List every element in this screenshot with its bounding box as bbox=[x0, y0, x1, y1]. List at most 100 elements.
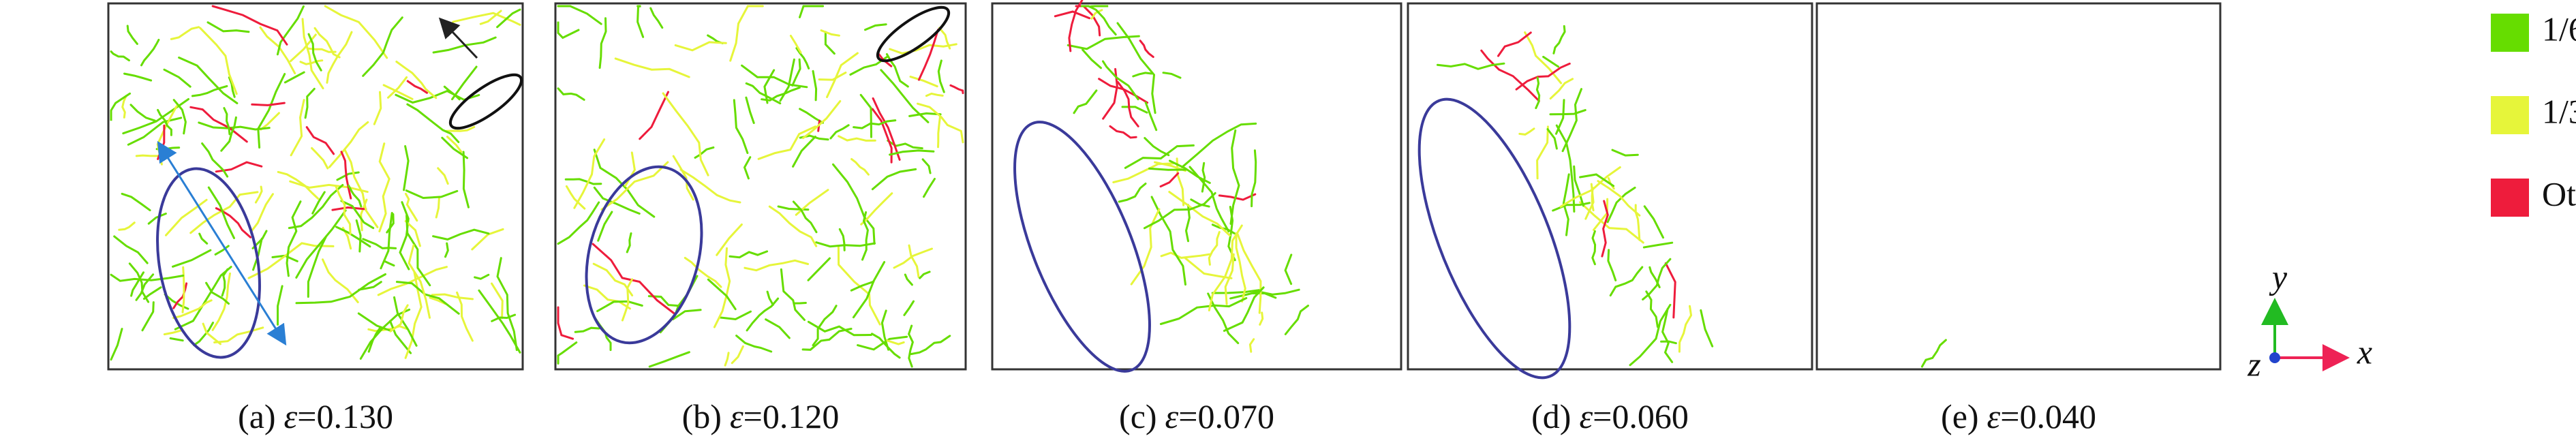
dislocation-line bbox=[893, 247, 933, 269]
dislocation-line bbox=[824, 31, 835, 55]
dislocation-line bbox=[908, 244, 920, 278]
dislocation-line bbox=[731, 345, 744, 365]
dislocation-line bbox=[1073, 89, 1098, 114]
dislocation-line bbox=[801, 99, 842, 140]
dislocation-line bbox=[1573, 165, 1584, 207]
dislocation-line bbox=[1634, 204, 1641, 241]
dislocation-line bbox=[471, 228, 504, 251]
dislocation-line bbox=[674, 41, 727, 52]
dislocation-line bbox=[1139, 40, 1154, 59]
dislocation-line bbox=[889, 149, 935, 156]
dislocation-line bbox=[408, 244, 431, 319]
dislocation-line bbox=[123, 72, 153, 82]
dislocation-line bbox=[910, 335, 951, 356]
dislocation-line bbox=[307, 33, 322, 72]
dislocation-line bbox=[597, 211, 613, 242]
dislocation-line bbox=[1562, 173, 1570, 236]
dislocation-line bbox=[389, 304, 409, 333]
dislocation-line bbox=[745, 82, 782, 105]
dislocation-line bbox=[564, 178, 602, 185]
dislocation-line bbox=[1218, 193, 1257, 201]
dislocation-line bbox=[1207, 292, 1240, 345]
dislocation-line bbox=[880, 309, 890, 351]
panel-frame bbox=[1815, 2, 2222, 371]
caption-symbol: ε bbox=[730, 397, 743, 435]
dislocation-line bbox=[1561, 88, 1582, 153]
dislocation-line bbox=[801, 328, 853, 351]
dislocation-line bbox=[637, 5, 645, 38]
dislocation-line bbox=[937, 116, 941, 149]
dislocation-line bbox=[172, 99, 187, 135]
dislocation-line bbox=[795, 189, 829, 216]
dislocation-line bbox=[557, 5, 602, 25]
dislocation-line bbox=[757, 125, 816, 160]
dislocation-line bbox=[799, 5, 825, 18]
dislocation-line bbox=[1552, 202, 1591, 212]
dislocation-line bbox=[358, 281, 382, 291]
dislocation-line bbox=[1159, 297, 1248, 325]
caption-value: =0.130 bbox=[297, 397, 393, 435]
dislocation-line bbox=[1629, 303, 1672, 367]
dislocation-line bbox=[621, 278, 633, 322]
dislocation-line bbox=[1535, 76, 1541, 110]
dislocation-line bbox=[140, 38, 160, 67]
dislocation-line bbox=[141, 301, 155, 332]
dislocation-line bbox=[857, 335, 908, 351]
dislocation-line bbox=[1236, 233, 1262, 314]
dislocation-line bbox=[852, 261, 886, 319]
dislocation-line bbox=[1054, 10, 1091, 20]
dislocation-line bbox=[792, 200, 818, 234]
dislocation-line bbox=[328, 121, 369, 168]
legend-swatch bbox=[2491, 179, 2529, 217]
caption-symbol: ε bbox=[284, 397, 298, 435]
dislocation-line bbox=[917, 29, 939, 81]
dislocation-line bbox=[496, 257, 518, 352]
dislocation-line bbox=[1150, 196, 1186, 286]
dislocation-line bbox=[1201, 161, 1206, 193]
dislocation-line bbox=[431, 293, 474, 300]
dislocation-line bbox=[283, 71, 305, 84]
dislocation-line bbox=[1144, 102, 1158, 132]
dislocation-line bbox=[1643, 205, 1664, 239]
axis-triad: y x z bbox=[2247, 258, 2372, 383]
dislocation-line bbox=[228, 76, 236, 98]
dislocation-line bbox=[907, 324, 915, 368]
legend-label: 1/3<100> bbox=[2542, 92, 2576, 130]
dislocation-line bbox=[853, 119, 897, 129]
caption-symbol: ε bbox=[1165, 397, 1179, 435]
dislocation-line bbox=[1284, 253, 1293, 286]
dislocation-line bbox=[1132, 72, 1153, 78]
dislocation-line bbox=[1250, 292, 1277, 299]
dislocation-line bbox=[1144, 137, 1170, 157]
dislocation-line bbox=[405, 214, 431, 287]
dislocation-line bbox=[387, 76, 408, 99]
dislocation-line bbox=[322, 258, 359, 303]
dislocation-line bbox=[768, 205, 818, 247]
dislocation-line bbox=[903, 300, 915, 316]
dislocation-line bbox=[719, 310, 752, 321]
dislocation-line bbox=[908, 112, 942, 117]
legend-swatch bbox=[2491, 14, 2529, 52]
dislocation-line bbox=[456, 291, 474, 342]
dislocation-line bbox=[367, 326, 382, 353]
panel: (b) ε=0.120 bbox=[554, 2, 967, 435]
dislocation-line bbox=[446, 136, 463, 153]
caption-symbol: ε bbox=[1987, 397, 2001, 435]
dislocation-line bbox=[326, 31, 353, 84]
caption-label: (b) bbox=[682, 397, 722, 435]
dislocation-line bbox=[343, 149, 379, 228]
highlight-ellipse bbox=[1417, 97, 1571, 380]
x-label: x bbox=[2357, 333, 2372, 371]
z-dot bbox=[2269, 352, 2280, 363]
dislocation-line bbox=[1090, 9, 1103, 20]
dislocation-line bbox=[451, 65, 478, 101]
dislocation-line bbox=[496, 8, 521, 29]
dislocation-line bbox=[445, 125, 476, 132]
dislocation-line bbox=[403, 145, 410, 191]
dislocation-line bbox=[340, 151, 352, 200]
panel: (a) ε=0.130 bbox=[107, 2, 524, 435]
dislocation-line bbox=[573, 138, 606, 209]
panel: (c) ε=0.070 bbox=[991, 0, 1402, 435]
dislocation-line bbox=[383, 260, 395, 267]
